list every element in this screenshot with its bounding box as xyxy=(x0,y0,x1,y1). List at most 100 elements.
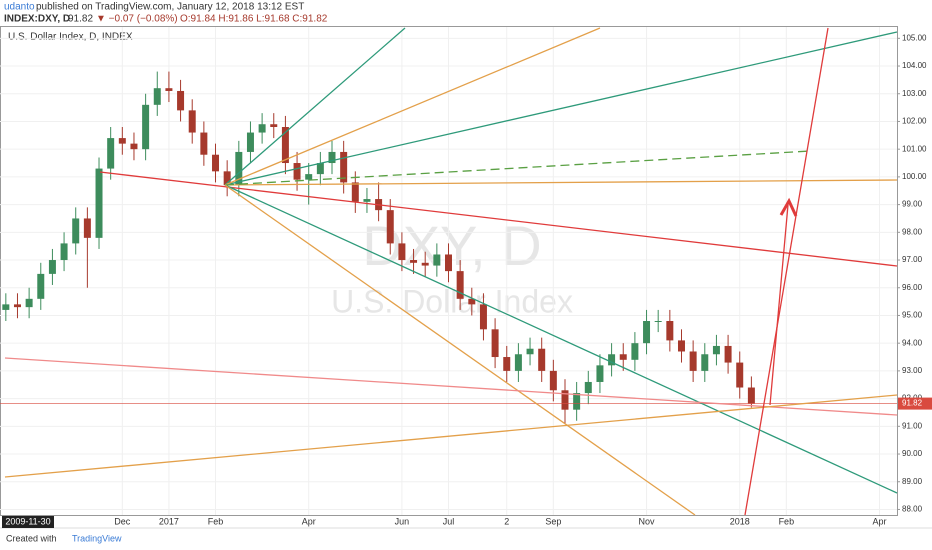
fan-line xyxy=(224,31,898,186)
candle-body xyxy=(281,127,289,164)
candle-body xyxy=(107,138,115,169)
candle-body xyxy=(72,218,80,244)
trend-line xyxy=(744,27,829,516)
candle-body xyxy=(584,381,592,394)
y-tick-label: 100.00 xyxy=(902,172,927,181)
x-tick-label: Apr xyxy=(302,516,316,526)
candle-body xyxy=(526,348,534,355)
candle-body xyxy=(747,387,755,404)
trend-line xyxy=(4,394,898,478)
candle-body xyxy=(677,340,685,352)
candle-body xyxy=(246,132,254,152)
x-tick-label: Nov xyxy=(639,516,656,526)
ohlc: O:91.84 H:91.86 L:91.68 C:91.82 xyxy=(180,14,328,25)
x-tick-label: Feb xyxy=(779,516,795,526)
candle-body xyxy=(258,124,266,133)
candle-body xyxy=(351,182,359,202)
candle-body xyxy=(445,254,452,272)
x-tick-label: 2 xyxy=(504,516,509,526)
y-tick-label: 99.00 xyxy=(902,200,923,209)
candle-body xyxy=(2,304,10,310)
candle-body xyxy=(13,304,21,308)
trend-line xyxy=(99,171,898,267)
candle-body xyxy=(316,163,324,175)
footer-brand[interactable]: TradingView xyxy=(72,533,122,543)
candle-body xyxy=(37,273,45,299)
candle-body xyxy=(514,354,522,371)
candle-body xyxy=(130,143,138,150)
candle-body xyxy=(456,271,464,299)
drawings xyxy=(4,27,898,516)
y-tick-label: 97.00 xyxy=(902,255,923,264)
axis-band xyxy=(0,516,932,550)
fan-line xyxy=(224,184,898,494)
trend-line xyxy=(4,357,898,416)
x-tick-label: Dec xyxy=(114,516,131,526)
candle-body xyxy=(212,154,220,172)
author[interactable]: udanto xyxy=(4,2,35,13)
x-tick-label: Jun xyxy=(395,516,410,526)
candle-body xyxy=(340,151,348,183)
candle-body xyxy=(561,390,569,410)
candle-body xyxy=(573,393,581,410)
candle-body xyxy=(153,88,161,105)
y-tick-label: 102.00 xyxy=(902,117,927,126)
candle-body xyxy=(479,304,487,330)
y-tick-label: 88.00 xyxy=(902,505,923,514)
candle-body xyxy=(235,151,243,186)
candle-body xyxy=(631,343,639,360)
candle-body xyxy=(503,357,511,371)
candle-body xyxy=(386,210,394,244)
candle-body xyxy=(712,345,720,355)
candle-body xyxy=(188,110,196,133)
last-price-badge xyxy=(898,397,932,410)
candle-body xyxy=(689,351,697,371)
chart-title: U.S. Dollar Index, D, INDEX xyxy=(8,32,133,43)
candle-body xyxy=(421,262,429,266)
candle-body xyxy=(538,348,546,371)
x-tick-label: Apr xyxy=(873,516,887,526)
y-tick-label: 103.00 xyxy=(902,89,927,98)
candle-body xyxy=(468,298,476,305)
y-tick-label: 98.00 xyxy=(902,227,923,236)
candle-body xyxy=(165,88,173,91)
candle-body xyxy=(118,138,126,144)
candle-body xyxy=(200,132,208,155)
symbol: INDEX:DXY, D xyxy=(4,14,70,25)
candle-body xyxy=(48,260,56,274)
fan-line xyxy=(224,27,406,186)
candle-body xyxy=(142,104,150,150)
candle-body xyxy=(363,199,371,202)
y-tick-label: 95.00 xyxy=(902,311,923,320)
candle-body xyxy=(83,218,91,238)
candle-body xyxy=(95,168,103,238)
candle-body xyxy=(270,124,278,127)
y-tick-label: 91.00 xyxy=(902,421,923,430)
candle-body xyxy=(410,260,418,263)
candle-body xyxy=(596,365,604,382)
candle-body xyxy=(549,370,557,391)
y-tick-label: 93.00 xyxy=(902,366,923,375)
candle-body xyxy=(619,354,627,360)
arrow xyxy=(769,204,789,406)
candle-body xyxy=(177,90,185,111)
candle-body xyxy=(491,329,499,358)
x-tick-label: Feb xyxy=(208,516,224,526)
published: published on TradingView.com, January 12… xyxy=(36,2,304,13)
candle-body xyxy=(398,243,406,261)
price: 91.82 xyxy=(68,14,93,25)
candle-body xyxy=(223,171,231,186)
x-tick-label: Jul xyxy=(443,516,455,526)
y-tick-label: 89.00 xyxy=(902,477,923,486)
candle-body xyxy=(701,354,709,371)
candle-body xyxy=(328,151,336,164)
candle-body xyxy=(666,321,674,341)
last-price-label: 91.82 xyxy=(902,399,923,408)
y-tick-label: 105.00 xyxy=(902,33,927,42)
candle-body xyxy=(736,362,744,388)
x-tick-label: 2018 xyxy=(730,516,750,526)
y-tick-label: 101.00 xyxy=(902,144,927,153)
footer-created: Created with xyxy=(6,533,57,543)
x-tick-label: 2017 xyxy=(159,516,179,526)
fan-line xyxy=(224,27,601,186)
